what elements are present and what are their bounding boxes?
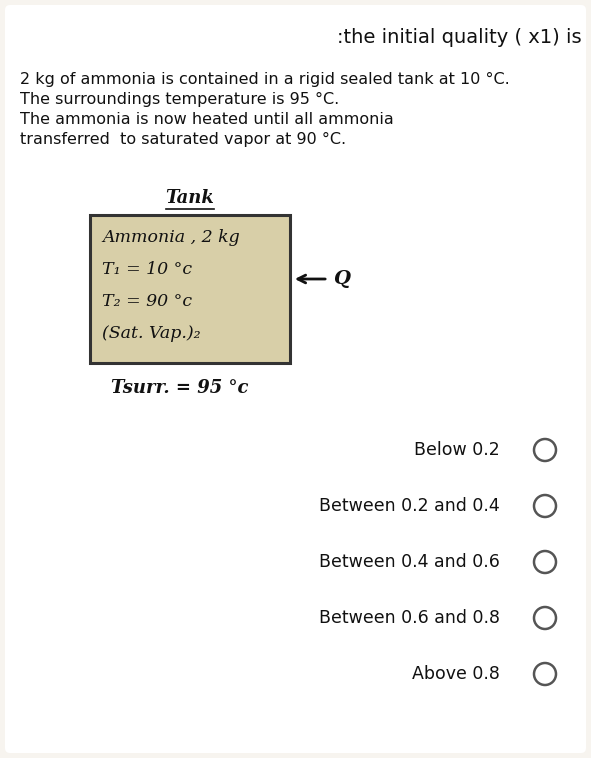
Text: Tsurr. = 95 °c: Tsurr. = 95 °c — [111, 379, 249, 397]
Text: Tank: Tank — [165, 189, 215, 207]
Text: 2 kg of ammonia is contained in a rigid sealed tank at 10 °C.: 2 kg of ammonia is contained in a rigid … — [20, 72, 510, 87]
Text: Between 0.2 and 0.4: Between 0.2 and 0.4 — [319, 497, 500, 515]
Text: :the initial quality ( x1) is: :the initial quality ( x1) is — [337, 28, 582, 47]
Text: (Sat. Vap.)₂: (Sat. Vap.)₂ — [102, 325, 200, 342]
Text: Below 0.2: Below 0.2 — [414, 441, 500, 459]
Text: Ammonia , 2 kg: Ammonia , 2 kg — [102, 229, 240, 246]
Text: Between 0.4 and 0.6: Between 0.4 and 0.6 — [319, 553, 500, 571]
Text: Q: Q — [333, 270, 350, 288]
FancyBboxPatch shape — [5, 5, 586, 753]
Text: transferred  to saturated vapor at 90 °C.: transferred to saturated vapor at 90 °C. — [20, 132, 346, 147]
Text: Between 0.6 and 0.8: Between 0.6 and 0.8 — [319, 609, 500, 627]
Text: The surroundings temperature is 95 °C.: The surroundings temperature is 95 °C. — [20, 92, 339, 107]
Text: Above 0.8: Above 0.8 — [412, 665, 500, 683]
FancyBboxPatch shape — [90, 215, 290, 363]
Text: The ammonia is now heated until all ammonia: The ammonia is now heated until all ammo… — [20, 112, 394, 127]
Text: T₁ = 10 °c: T₁ = 10 °c — [102, 261, 192, 278]
Text: T₂ = 90 °c: T₂ = 90 °c — [102, 293, 192, 310]
